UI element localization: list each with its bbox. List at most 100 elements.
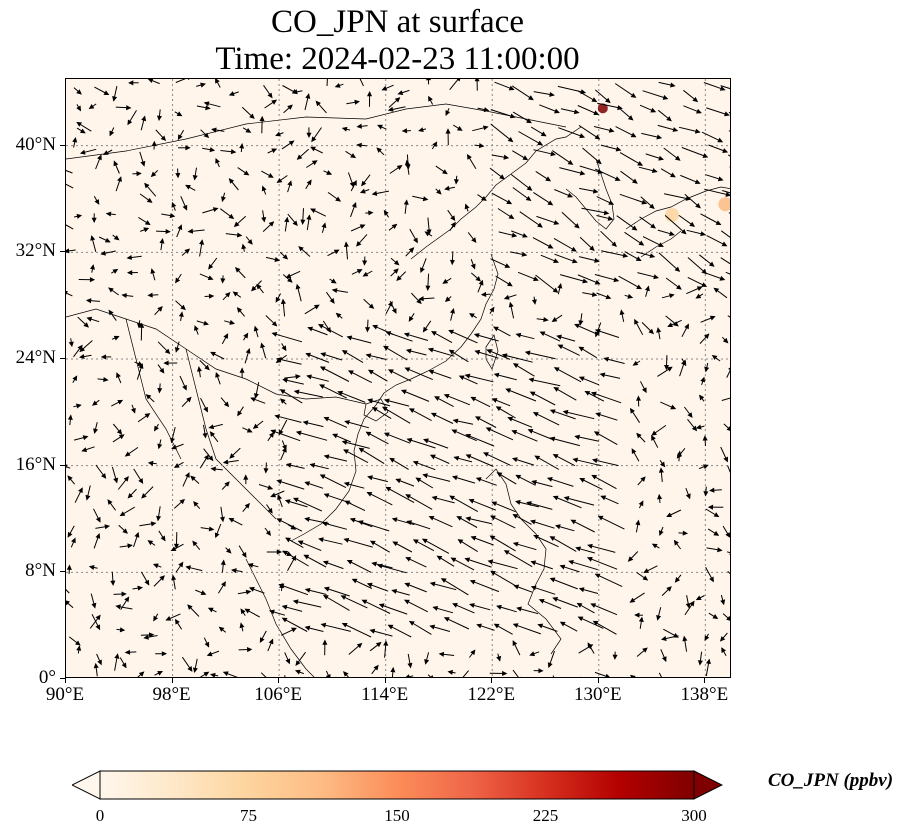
wind-arrow-head (171, 444, 177, 450)
wind-arrow-head (682, 530, 689, 536)
wind-arrow-head (651, 168, 658, 174)
wind-arrow-head (648, 328, 655, 335)
wind-arrow-head (214, 532, 220, 539)
wind-arrow-head (450, 215, 456, 222)
wind-arrow-head (102, 150, 109, 155)
wind-arrow-head (184, 472, 190, 478)
wind-arrow-head (157, 670, 164, 676)
wind-arrow-head (356, 240, 362, 247)
wind-arrow-head (281, 345, 287, 352)
wind-arrow-head (383, 640, 389, 646)
wind-arrow-head (643, 568, 650, 573)
wind-arrow-shaft (407, 438, 436, 449)
wind-arrow-head (173, 463, 180, 468)
wind-arrow-head (210, 466, 217, 472)
wind-arrow-shaft (382, 406, 411, 424)
wind-arrow-shaft (728, 154, 730, 157)
wind-arrow-head (702, 464, 709, 470)
wind-arrow-head (403, 332, 410, 338)
wind-arrow-head (270, 492, 277, 498)
wind-arrow-head (88, 565, 95, 570)
wind-arrow-head (408, 247, 415, 253)
wind-arrow-shaft (728, 130, 730, 132)
wind-arrow-head (450, 557, 457, 563)
wind-arrow-head (545, 176, 552, 182)
wind-arrow-head (651, 435, 656, 441)
wind-arrow-head (641, 199, 648, 205)
wind-arrow-shaft (320, 474, 347, 489)
wind-arrow-head (79, 354, 85, 360)
wind-arrow-head (508, 301, 514, 308)
wind-arrow-head (458, 375, 465, 381)
wind-arrow-shaft (427, 674, 432, 677)
wind-arrow-head (77, 344, 83, 351)
wind-arrow-head (344, 420, 350, 425)
wind-arrow-head (284, 216, 290, 223)
wind-arrow-head (528, 377, 535, 383)
wind-arrow-head (552, 597, 559, 602)
wind-arrow-head (159, 575, 165, 581)
wind-arrow-shaft (409, 408, 432, 422)
wind-arrow-head (512, 514, 519, 519)
wind-arrow-head (636, 284, 643, 290)
wind-arrow-head (412, 539, 419, 545)
wind-arrow-head (392, 541, 399, 547)
wind-arrow-head (66, 564, 72, 570)
wind-arrow-head (704, 635, 710, 642)
wind-arrow-head (489, 306, 495, 313)
wind-arrow-head (215, 157, 220, 164)
wind-arrow-shaft (465, 558, 492, 568)
wind-arrow-head (185, 565, 191, 571)
wind-arrow-head (253, 325, 259, 332)
wind-arrow-head (692, 96, 699, 103)
wind-arrow-head (163, 360, 169, 366)
wind-arrow-shaft (508, 417, 533, 428)
wind-arrow-head (391, 223, 398, 230)
wind-arrow-shaft (530, 520, 555, 529)
wind-arrow-head (193, 501, 199, 507)
wind-arrow-head (666, 586, 672, 592)
wind-arrow-head (95, 533, 101, 539)
wind-arrow-shaft (513, 623, 541, 635)
wind-arrow-head (159, 238, 165, 244)
wind-arrow-shaft (492, 501, 516, 513)
longitude-tick-label: 138°E (680, 684, 729, 705)
colorbar-gradient (99, 770, 695, 800)
wind-arrow-head (130, 407, 136, 414)
wind-arrow-shaft (429, 516, 453, 528)
wind-arrow-head (396, 164, 403, 171)
wind-arrow-head (306, 179, 312, 186)
wind-arrow-head (246, 647, 253, 653)
wind-arrow-head (144, 220, 151, 226)
wind-arrow-head (450, 221, 456, 228)
wind-arrow-head (305, 352, 311, 358)
wind-arrow-head (713, 287, 720, 293)
wind-arrow-head (326, 170, 333, 175)
wind-arrow-head (496, 604, 502, 610)
wind-arrow-shaft (175, 79, 186, 83)
wind-arrow-head (684, 323, 689, 330)
wind-arrow-head (346, 335, 353, 341)
wind-arrow-head (711, 354, 718, 361)
wind-arrow-shaft (550, 437, 580, 447)
wind-arrow-head (719, 275, 726, 281)
wind-arrow-head (292, 497, 299, 503)
wind-arrow-head (287, 277, 293, 283)
wind-arrow-shaft (595, 573, 623, 588)
wind-arrow-head (612, 654, 618, 660)
wind-arrow-head (660, 461, 666, 468)
wind-arrow-shaft (483, 452, 511, 466)
wind-arrow-head (424, 659, 430, 665)
wind-arrow-head (725, 191, 730, 197)
wind-arrow-head (108, 287, 114, 293)
colorbar (72, 770, 723, 800)
wind-arrow-shaft (553, 496, 582, 509)
wind-arrow-head (645, 285, 650, 292)
wind-arrow-head (112, 268, 119, 274)
wind-arrow-head (590, 391, 597, 397)
wind-arrow-head (304, 481, 311, 487)
wind-arrow-head (285, 273, 292, 279)
wind-arrow-head (351, 578, 358, 584)
wind-arrow-head (105, 211, 112, 217)
wind-arrow-head (271, 331, 278, 337)
